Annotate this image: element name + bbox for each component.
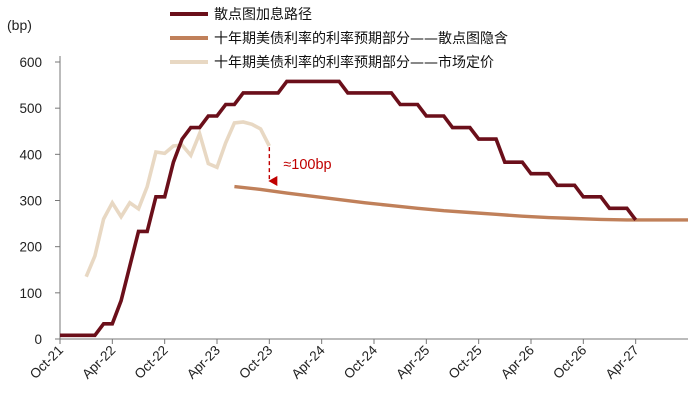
dot-plot-implied-line — [234, 184, 688, 222]
x-tick-label: Oct-24 — [341, 342, 381, 382]
x-axis: Oct-21 Apr-22 Oct-22 Apr-23 Oct-23 Apr-24 Oct-… — [27, 338, 688, 382]
annotation-layer: ≈100bp — [268, 147, 332, 186]
market-pricing-line — [84, 120, 271, 278]
x-tick-label: Apr-26 — [498, 343, 537, 382]
x-tick-label: Oct-26 — [550, 343, 589, 382]
y-tick-label: 400 — [19, 147, 42, 162]
y-tick-label: 0 — [34, 332, 42, 347]
x-tick-label: Apr-27 — [603, 343, 642, 382]
x-tick-label: Apr-24 — [289, 342, 329, 382]
y-tick-label: 100 — [19, 286, 42, 301]
x-tick-label: Oct-21 — [27, 343, 66, 382]
difference-label: ≈100bp — [283, 157, 331, 173]
legend-label: 十年期美债利率的利率预期部分——市场定价 — [214, 54, 494, 71]
x-tick-label: Apr-25 — [393, 343, 432, 382]
y-tick-label: 500 — [19, 101, 42, 116]
legend-label: 十年期美债利率的利率预期部分——散点图隐含 — [214, 30, 508, 47]
legend-label: 散点图加息路径 — [214, 6, 312, 23]
x-tick-label: Apr-22 — [79, 343, 118, 382]
y-tick-label: 200 — [19, 240, 42, 255]
x-tick-label: Apr-23 — [184, 343, 223, 382]
x-tick-label: Oct-22 — [132, 343, 171, 382]
y-tick-label: 300 — [19, 194, 42, 209]
legend: 散点图加息路径十年期美债利率的利率预期部分——散点图隐含十年期美债利率的利率预期… — [170, 6, 508, 71]
y-tick-label: 600 — [19, 55, 42, 70]
fed-dot-plot-path-line — [60, 79, 638, 338]
x-tick-label: Oct-23 — [236, 343, 275, 382]
x-tick-label: Oct-25 — [446, 343, 485, 382]
y-axis-unit-label: (bp) — [7, 17, 32, 33]
series-layer — [60, 79, 688, 338]
y-axis: 0 100 200 300 400 500 600 — [19, 55, 61, 347]
